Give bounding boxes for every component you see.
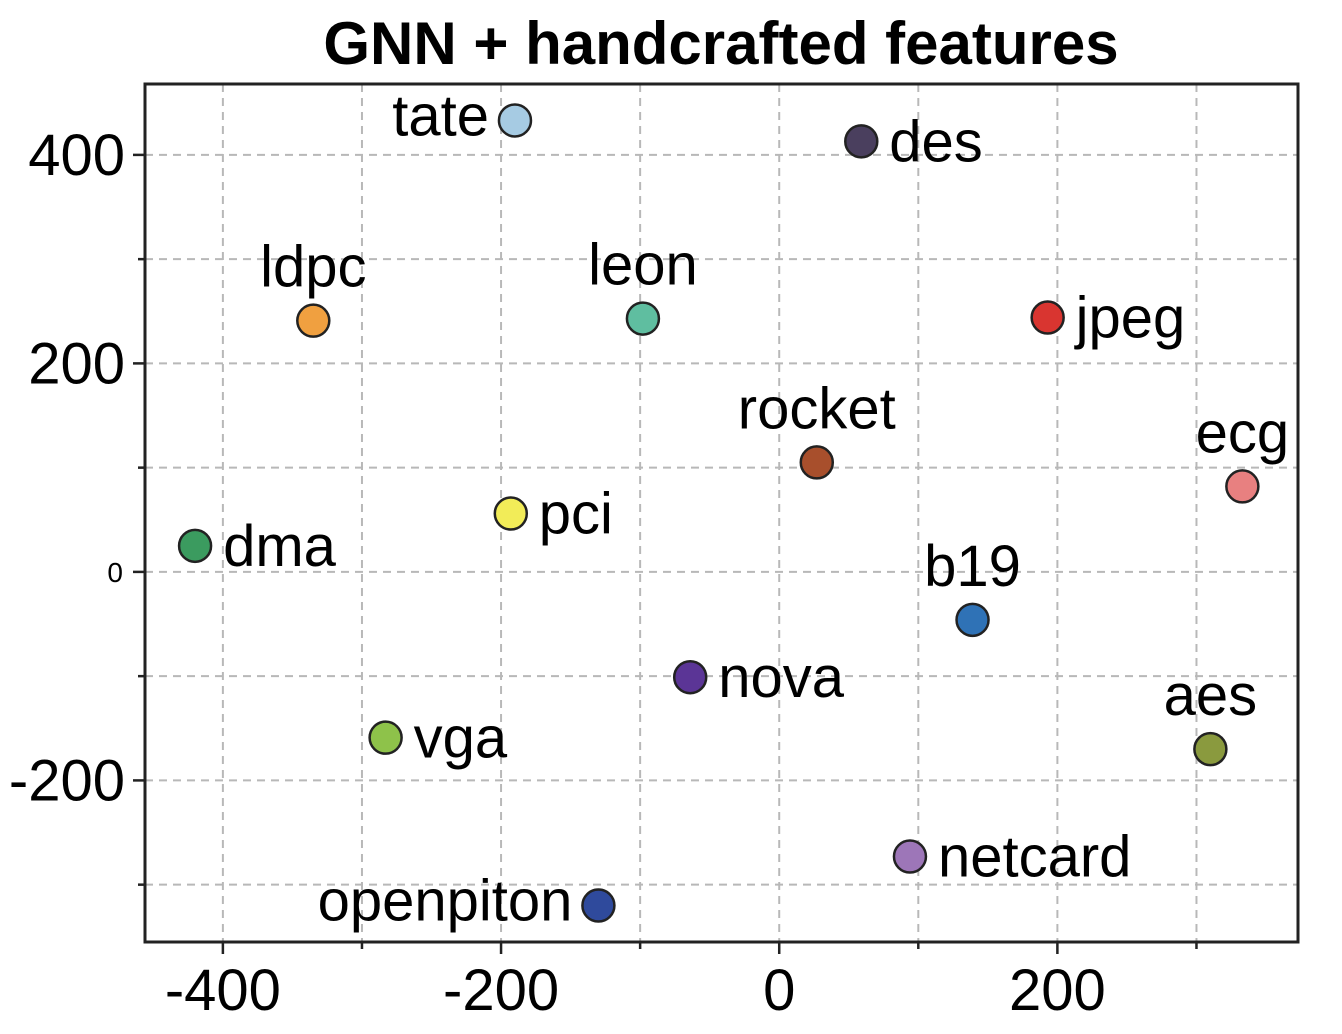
point-des: [844, 124, 879, 159]
x-tick-label: -400: [165, 958, 281, 1023]
x-tick-label: 200: [1009, 958, 1106, 1023]
plot-frame: [143, 82, 1300, 944]
point-pci: [493, 496, 529, 531]
point-label-jpeg: jpeg: [1074, 286, 1186, 351]
chart-title: GNN + handcrafted features: [323, 10, 1118, 77]
point-leon: [625, 301, 661, 336]
point-label-b19: b19: [924, 534, 1021, 599]
point-label-rocket: rocket: [738, 376, 896, 441]
point-label-dma: dma: [223, 514, 337, 579]
point-netcard: [892, 839, 928, 874]
point-ldpc: [296, 303, 331, 338]
point-label-aes: aes: [1164, 663, 1258, 728]
point-nova: [672, 659, 708, 695]
x-tick-label: -200: [443, 958, 559, 1023]
point-label-netcard: netcard: [938, 825, 1131, 890]
y-tick-label: 0: [107, 557, 123, 588]
point-label-tate: tate: [392, 83, 489, 148]
data-points: tate des ldpc leon jpeg rocket ecg pci dma b19 nov…: [177, 83, 1290, 934]
point-label-pci: pci: [539, 482, 613, 547]
axis-ticks: -400 -200 0 200 -200 0 200 400: [9, 123, 1198, 1023]
x-tick-label: 0: [763, 958, 795, 1023]
point-label-des: des: [889, 109, 983, 174]
y-tick-label: 400: [28, 123, 125, 188]
point-label-ecg: ecg: [1196, 400, 1290, 465]
point-openpiton: [581, 888, 616, 923]
point-rocket: [799, 445, 835, 480]
point-vga: [368, 720, 403, 755]
point-label-leon: leon: [588, 233, 698, 298]
point-b19: [955, 602, 990, 638]
point-dma: [177, 528, 213, 564]
point-jpeg: [1030, 300, 1065, 335]
y-tick-label: 200: [28, 331, 125, 396]
point-label-openpiton: openpiton: [318, 869, 573, 934]
grid: [145, 84, 1298, 942]
point-label-vga: vga: [414, 706, 508, 771]
point-ecg: [1225, 469, 1260, 504]
point-tate: [497, 103, 533, 138]
point-label-ldpc: ldpc: [260, 235, 366, 300]
y-tick-label: -200: [9, 748, 125, 813]
point-aes: [1193, 731, 1228, 767]
point-label-nova: nova: [718, 645, 845, 710]
